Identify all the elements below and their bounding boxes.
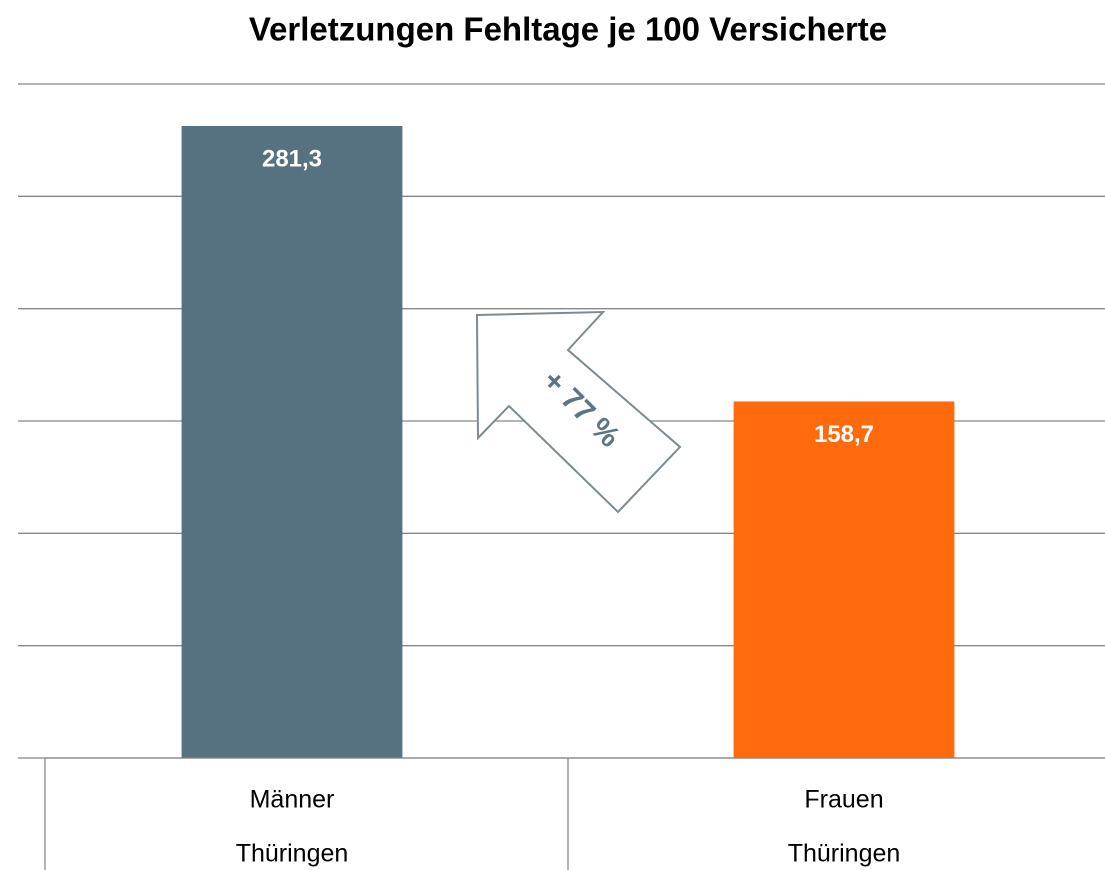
arrow xyxy=(475,310,682,514)
bars: 281,3 158,7 xyxy=(181,126,955,758)
bar xyxy=(181,126,403,758)
chart-title: Verletzungen Fehltage je 100 Versicherte xyxy=(249,11,887,48)
value-label: 158,7 xyxy=(814,421,874,448)
x-tick-label: Thüringen xyxy=(236,840,349,868)
x-tick-label: Thüringen xyxy=(788,840,901,868)
arrow-annotation: + 77 % xyxy=(475,310,682,514)
x-tick-label: Frauen xyxy=(804,786,883,814)
bar xyxy=(733,401,955,758)
value-label: 281,3 xyxy=(262,145,322,172)
x-tick-label: Männer xyxy=(250,786,335,814)
